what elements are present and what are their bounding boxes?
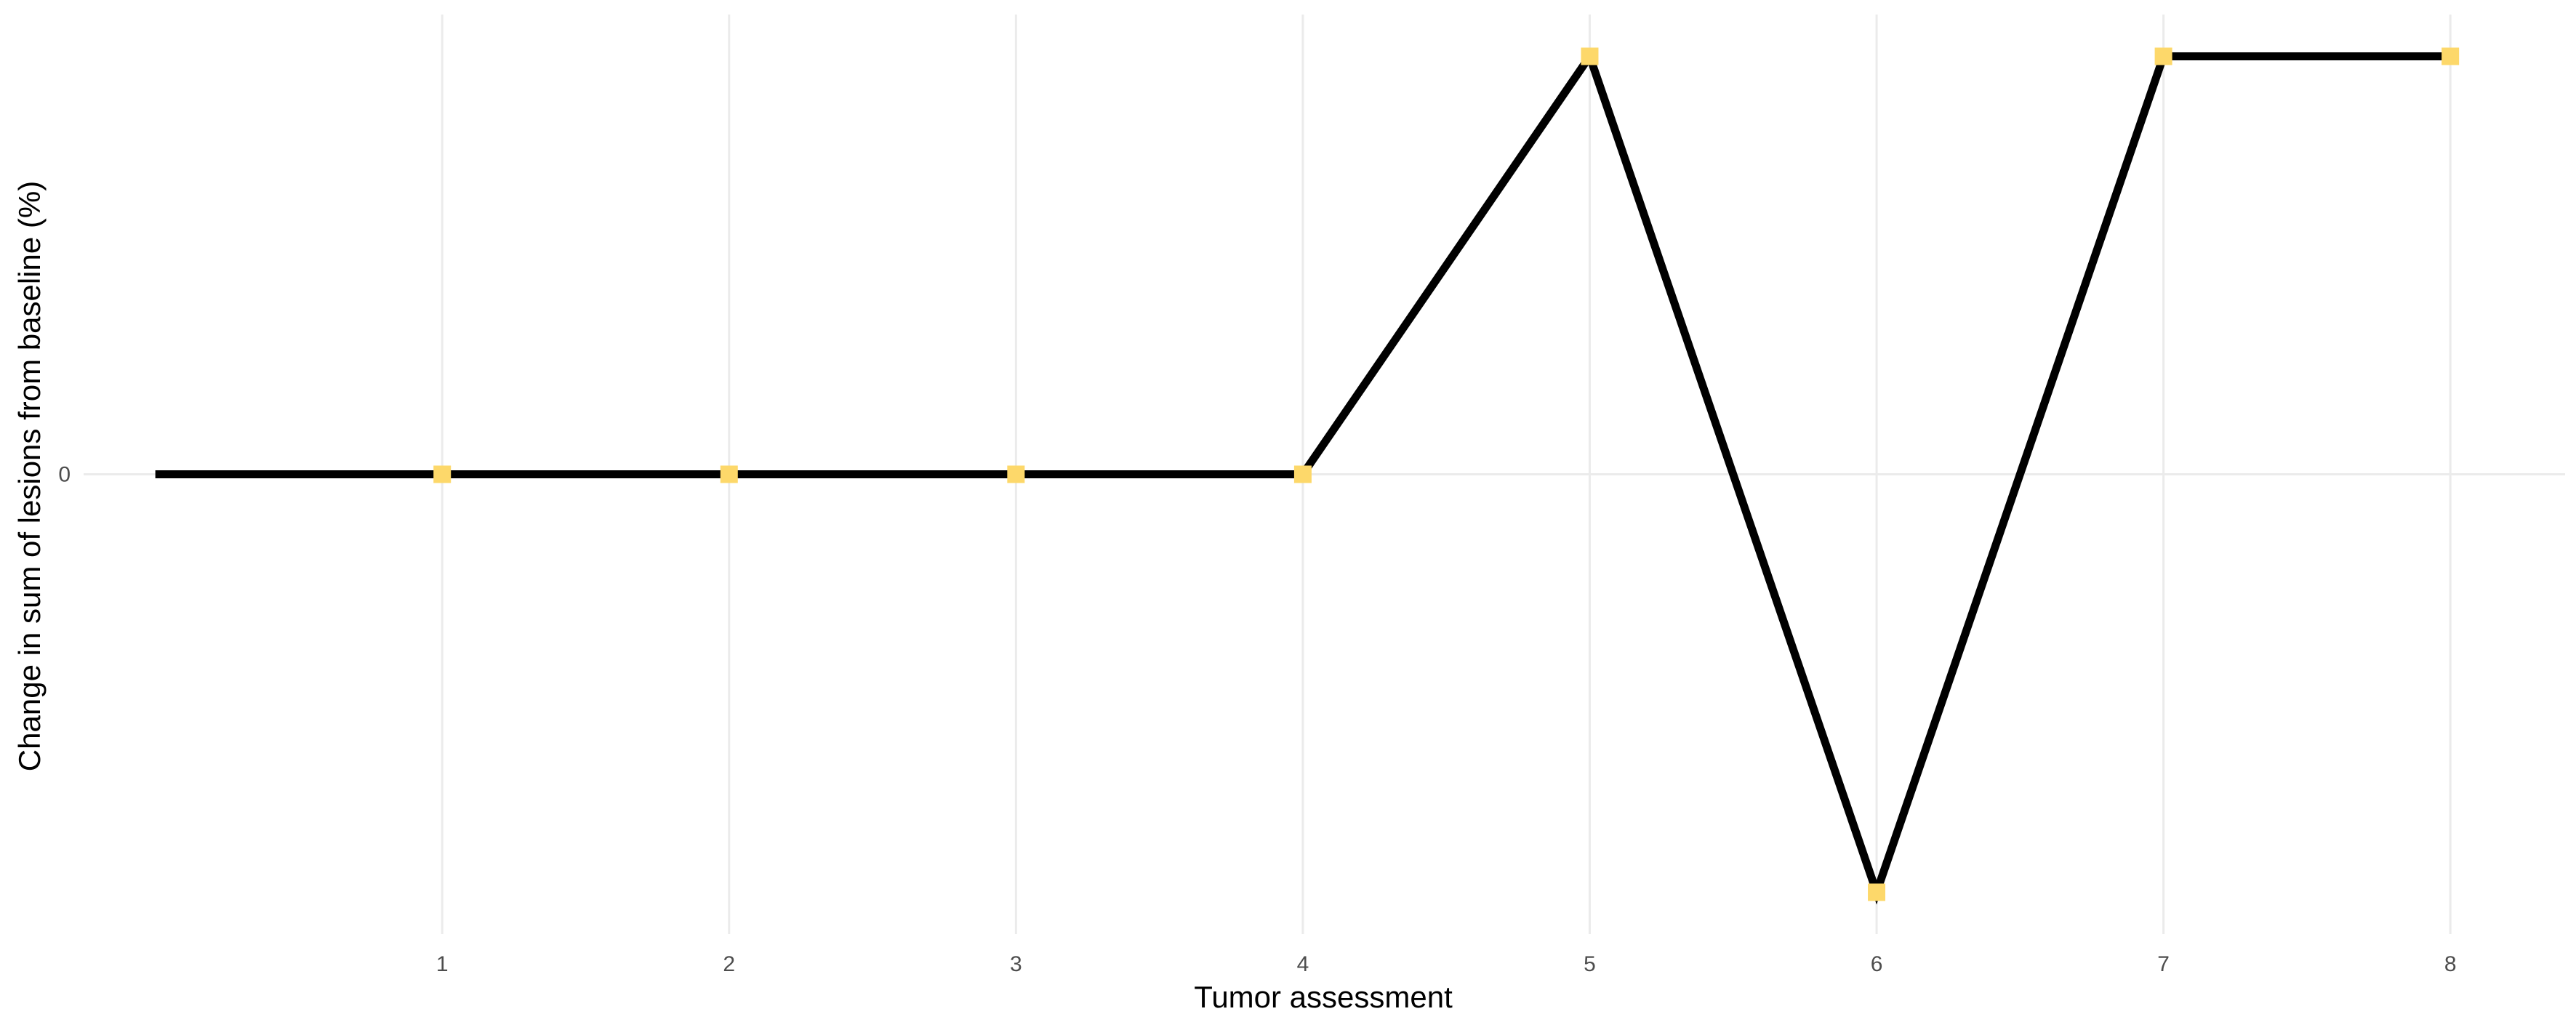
- x-tick-label: 5: [1584, 952, 1596, 976]
- data-point-marker: [1581, 47, 1599, 65]
- x-tick-labels: 1 2 3 4 5 6 7 8: [436, 952, 2457, 976]
- data-point-marker: [720, 465, 738, 483]
- y-tick-labels: 0: [58, 463, 71, 487]
- data-point-marker: [433, 465, 452, 483]
- x-axis-title: Tumor assessment: [1194, 980, 1453, 1014]
- data-point-marker: [1007, 465, 1025, 483]
- x-tick-label: 2: [723, 952, 735, 976]
- data-point-marker: [1868, 883, 1886, 901]
- data-point-marker: [2154, 47, 2172, 65]
- x-tick-label: 8: [2444, 952, 2457, 976]
- y-tick-label: 0: [58, 463, 71, 487]
- y-axis-title: Change in sum of lesions from baseline (…: [12, 181, 47, 771]
- data-point-marker: [2441, 47, 2460, 65]
- grid-lines: [84, 15, 2565, 934]
- x-tick-label: 3: [1010, 952, 1022, 976]
- data-point-marker: [1293, 465, 1312, 483]
- x-tick-label: 7: [2157, 952, 2170, 976]
- x-tick-label: 1: [436, 952, 449, 976]
- x-tick-label: 4: [1297, 952, 1309, 976]
- x-tick-label: 6: [1871, 952, 1883, 976]
- markers-layer: [433, 47, 2460, 901]
